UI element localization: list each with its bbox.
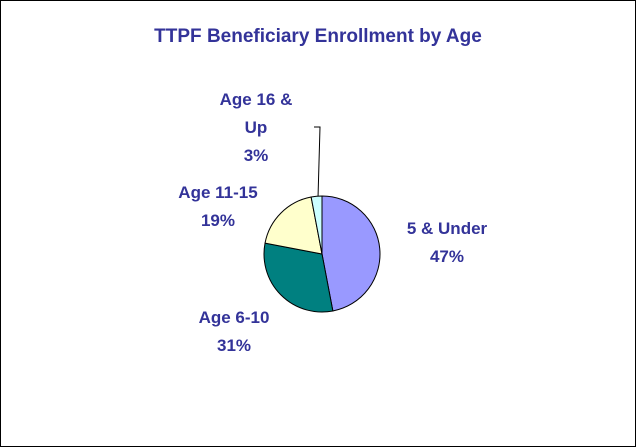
category-label: Age 16 & Up <box>219 90 293 137</box>
value-label: 47% <box>429 247 465 266</box>
category-label: Age 11-15 <box>178 183 258 202</box>
leader-line <box>314 126 321 199</box>
data-label: Age 16 & Up 3% <box>209 86 304 170</box>
category-label: 5 & Under <box>406 219 488 238</box>
data-label: Age 6-10 31% <box>199 304 270 360</box>
pie-slice <box>263 242 334 313</box>
category-label: Age 6-10 <box>198 308 270 327</box>
pie-slice <box>321 195 381 312</box>
value-label: 19% <box>200 211 236 230</box>
data-label: 5 & Under 47% <box>407 215 487 271</box>
value-label: 31% <box>216 336 252 355</box>
pie-slice <box>310 195 323 255</box>
data-label: Age 11-15 19% <box>178 179 257 235</box>
pie-slice <box>264 196 323 255</box>
chart-title: TTPF Beneficiary Enrollment by Age <box>154 26 482 47</box>
value-label: 3% <box>243 146 269 165</box>
